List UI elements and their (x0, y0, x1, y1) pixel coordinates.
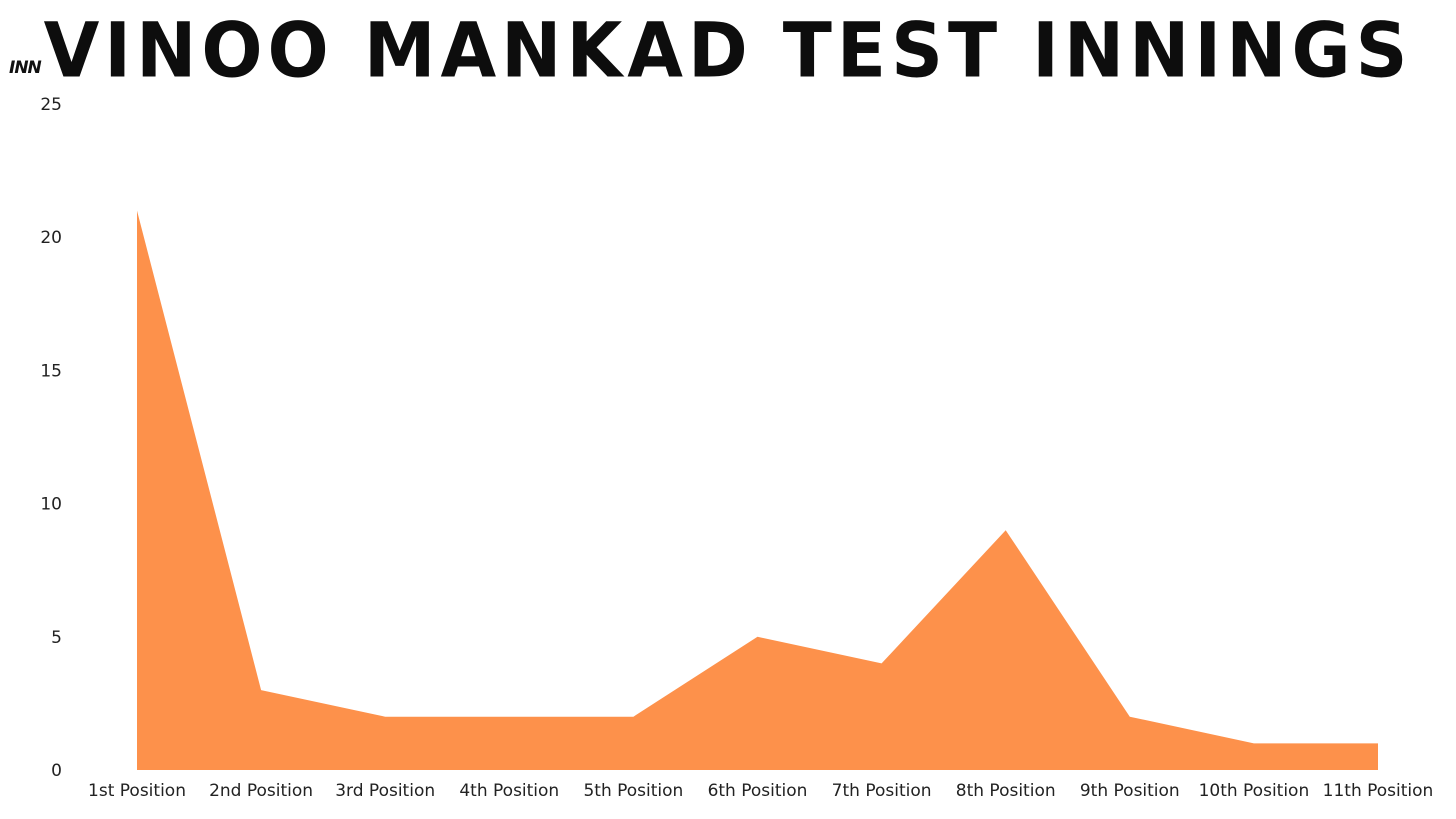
area-series (137, 210, 1378, 771)
y-axis-title: INN (9, 58, 42, 78)
chart-title: VINOO MANKAD TEST INNINGS (43, 5, 1413, 95)
x-tick-label: 6th Position (708, 781, 808, 801)
x-tick-label: 7th Position (832, 781, 932, 801)
y-tick-label: 5 (51, 628, 62, 648)
y-tick-label: 20 (40, 228, 62, 248)
x-tick-label: 11th Position (1323, 781, 1434, 801)
y-tick-label: 25 (40, 95, 62, 115)
y-tick-label: 10 (40, 495, 62, 515)
x-tick-label: 4th Position (459, 781, 559, 801)
y-tick-label: 15 (40, 361, 62, 381)
x-tick-label: 5th Position (583, 781, 683, 801)
x-tick-label: 2nd Position (209, 781, 313, 801)
x-tick-label: 8th Position (956, 781, 1056, 801)
x-tick-label: 1st Position (88, 781, 186, 801)
x-tick-label: 3rd Position (335, 781, 435, 801)
y-tick-label: 0 (51, 761, 62, 781)
x-tick-label: 10th Position (1199, 781, 1310, 801)
x-tick-label: 9th Position (1080, 781, 1180, 801)
